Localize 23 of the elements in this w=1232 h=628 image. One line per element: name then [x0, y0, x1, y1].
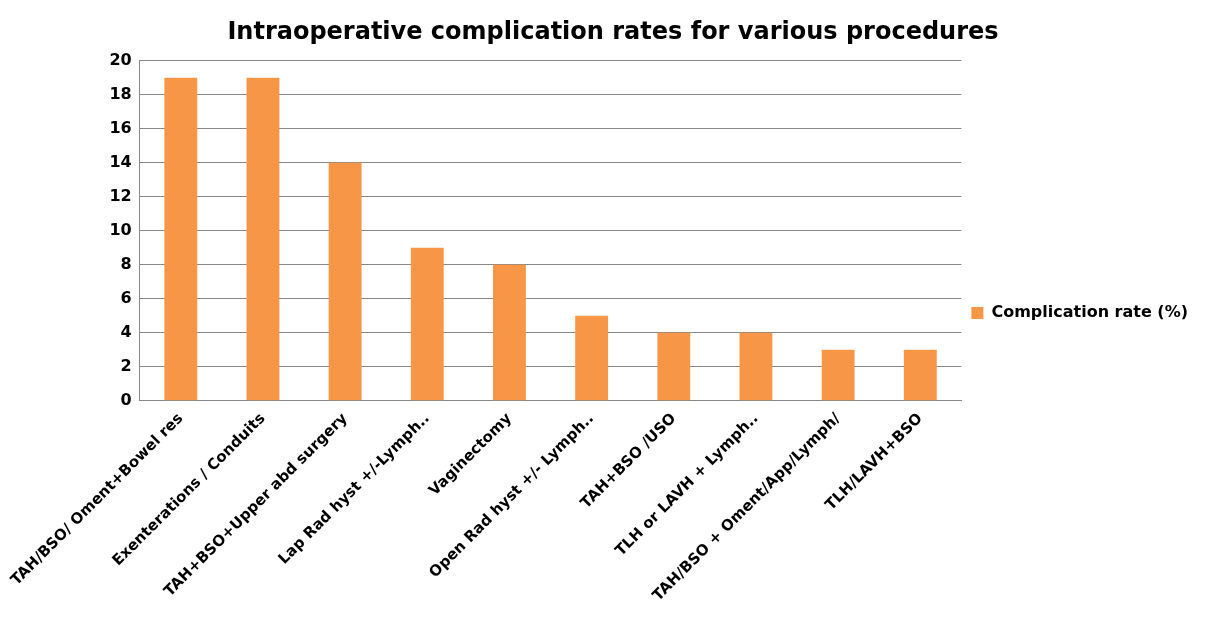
bar: [328, 162, 362, 401]
y-tick-label: 16: [109, 117, 132, 137]
chart-title: Intraoperative complication rates for various procedures: [227, 16, 999, 45]
y-tick-label: 8: [120, 253, 132, 273]
y-tick-label: 10: [109, 219, 132, 239]
y-tick-label: 14: [109, 151, 132, 171]
y-tick-label: 0: [120, 390, 132, 409]
bar: [821, 349, 855, 401]
bar: [493, 264, 526, 401]
bar: [410, 247, 444, 401]
bar: [246, 77, 280, 401]
y-tick-label: 2: [120, 355, 132, 375]
bar: [164, 77, 198, 401]
bar: [657, 332, 691, 401]
bar: [739, 332, 773, 401]
y-tick-label: 4: [120, 321, 132, 341]
y-tick-label: 6: [120, 287, 132, 307]
y-tick-label: 12: [109, 185, 132, 205]
bar: [575, 315, 609, 401]
y-tick-label: 18: [109, 83, 132, 103]
y-tick-label: 20: [109, 49, 132, 69]
legend-label: Complication rate (%): [991, 302, 1188, 322]
bar: [903, 349, 937, 401]
